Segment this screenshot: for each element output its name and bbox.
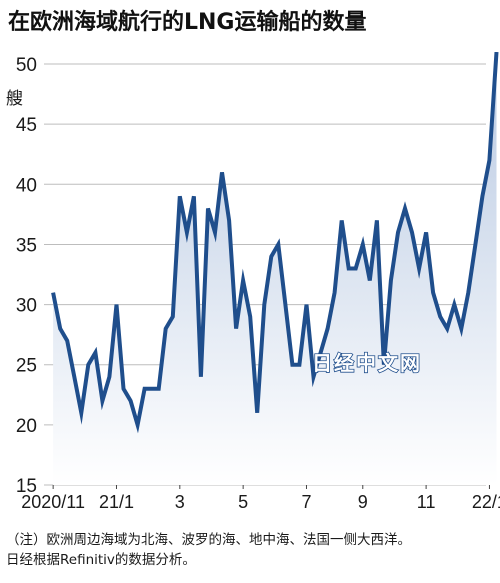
x-tick-label-2: 3 (175, 492, 185, 512)
y-tick-label-35: 35 (16, 235, 37, 256)
x-tick-label-7: 22/1 (472, 492, 500, 512)
y-tick-label-30: 30 (16, 296, 37, 317)
y-tick-label-25: 25 (16, 356, 37, 377)
y-tick-label-15: 15 (16, 476, 37, 497)
footnote-source-region: （注）欧洲周边海域为北海、波罗的海、地中海、法国一侧大西洋。 (6, 532, 411, 548)
x-tick-label-1: 21/1 (99, 492, 134, 512)
y-tick-label-45: 45 (16, 115, 37, 136)
y-tick-label-50: 50 (16, 55, 37, 76)
x-tick-label-5: 9 (358, 492, 368, 512)
area-layer (51, 52, 499, 485)
x-tick-label-3: 5 (238, 492, 248, 512)
y-axis-unit: 艘 (6, 89, 23, 109)
y-tick-label-20: 20 (16, 416, 37, 437)
chart-title: 在欧洲海域航行的LNG运输船的数量 (8, 9, 367, 35)
y-axis-ticks: 15 20 25 30 35 40 45 50 (16, 55, 37, 497)
y-tick-label-40: 40 (16, 175, 37, 196)
x-axis-ticks: 2020/11 21/1 3 5 7 9 11 22/1 (21, 485, 500, 512)
watermark-text: 日经中文网 (312, 351, 422, 375)
series-line (51, 52, 499, 434)
series-area-fill (53, 52, 497, 485)
x-tick-label-4: 7 (301, 492, 311, 512)
x-tick-label-0: 2020/11 (21, 492, 85, 512)
footnote-data-source: 日经根据Refinitiv的数据分析。 (6, 552, 196, 568)
x-tick-label-6: 11 (417, 492, 436, 512)
